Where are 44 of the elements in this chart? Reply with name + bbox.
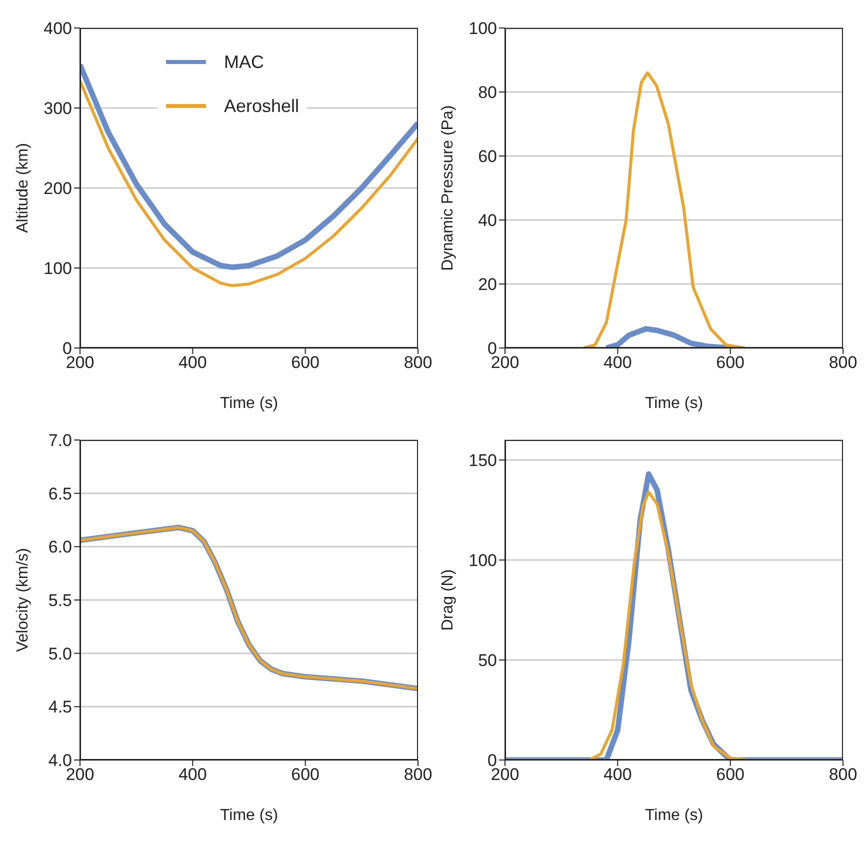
y-tick-label: 6.5: [48, 484, 72, 504]
y-tick-label: 100: [468, 551, 497, 570]
x-tick-label: 600: [291, 353, 320, 372]
x-tick-label: 200: [66, 765, 94, 784]
y-tick-label: 7.0: [48, 431, 72, 450]
y-axis-title: Velocity (km/s): [14, 548, 32, 652]
x-tick-label: 600: [291, 765, 320, 784]
y-tick-label: 100: [44, 259, 72, 278]
y-tick-label: 80: [478, 83, 497, 102]
y-tick-label: 60: [478, 147, 497, 166]
y-axis-title: Altitude (km): [14, 143, 32, 233]
x-tick-label: 400: [178, 353, 207, 372]
x-axis-title: Time (s): [220, 807, 278, 824]
y-tick-label: 150: [468, 451, 497, 470]
x-tick-label: 400: [178, 765, 207, 784]
line-series: [582, 71, 746, 348]
y-tick-label: 20: [478, 275, 497, 294]
y-tick-label: 300: [44, 99, 72, 118]
x-axis-title: Time (s): [644, 395, 704, 412]
legend-label: MAC: [224, 52, 264, 72]
y-tick-label: 400: [44, 19, 72, 38]
x-tick-label: 800: [828, 353, 858, 372]
y-tick-label: 5.5: [48, 591, 72, 610]
x-axis-title: Time (s): [644, 807, 704, 824]
x-tick-label: 800: [828, 765, 858, 784]
x-tick-label: 800: [404, 765, 432, 784]
y-tick-label: 50: [478, 651, 497, 670]
x-tick-label: 600: [716, 765, 745, 784]
line-series: [80, 79, 418, 288]
x-tick-label: 600: [716, 353, 745, 372]
y-tick-label: 4.5: [48, 698, 72, 717]
y-tick-label: 40: [478, 211, 497, 230]
x-tick-label: 800: [404, 353, 432, 372]
y-tick-label: 5.0: [48, 644, 72, 664]
y-tick-label: 100: [468, 19, 497, 38]
x-tick-label: 400: [603, 765, 632, 784]
x-tick-label: 400: [603, 353, 632, 372]
x-tick-label: 200: [66, 353, 94, 372]
y-tick-label: 6.0: [48, 538, 72, 557]
legend-label: Aeroshell: [224, 96, 300, 116]
x-axis-title: Time (s): [220, 395, 278, 412]
y-axis-title: Drag (N): [440, 569, 457, 631]
y-tick-label: 200: [44, 179, 72, 198]
y-axis-title: Dynamic Pressure (Pa): [440, 105, 457, 271]
